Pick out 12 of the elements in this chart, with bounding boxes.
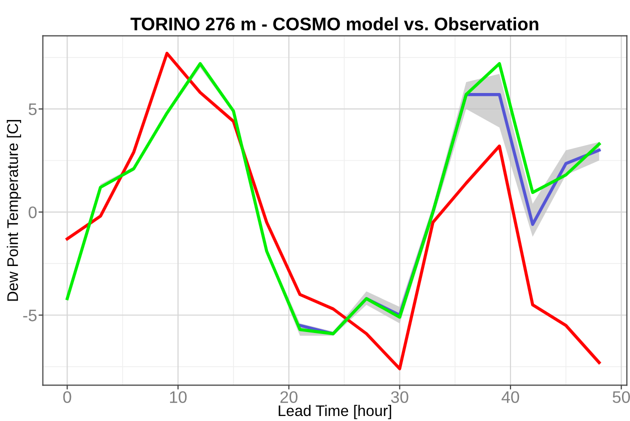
y-axis-title: Dew Point Temperature [C] bbox=[6, 120, 22, 301]
x-tick-label: 50 bbox=[612, 391, 630, 404]
x-tick-label: 20 bbox=[280, 391, 298, 404]
x-tick-label: 40 bbox=[502, 391, 520, 404]
y-tick-label: 5 bbox=[28, 104, 37, 116]
chart-title: TORINO 276 m - COSMO model vs. Observation bbox=[130, 17, 538, 30]
x-tick-label: 30 bbox=[391, 391, 408, 404]
x-tick-label: 10 bbox=[170, 391, 187, 404]
y-tick-label: 0 bbox=[28, 206, 37, 218]
y-tick-label: -5 bbox=[23, 310, 37, 322]
x-tick-label: 0 bbox=[63, 391, 72, 404]
x-axis-title: Lead Time [hour] bbox=[278, 404, 392, 420]
